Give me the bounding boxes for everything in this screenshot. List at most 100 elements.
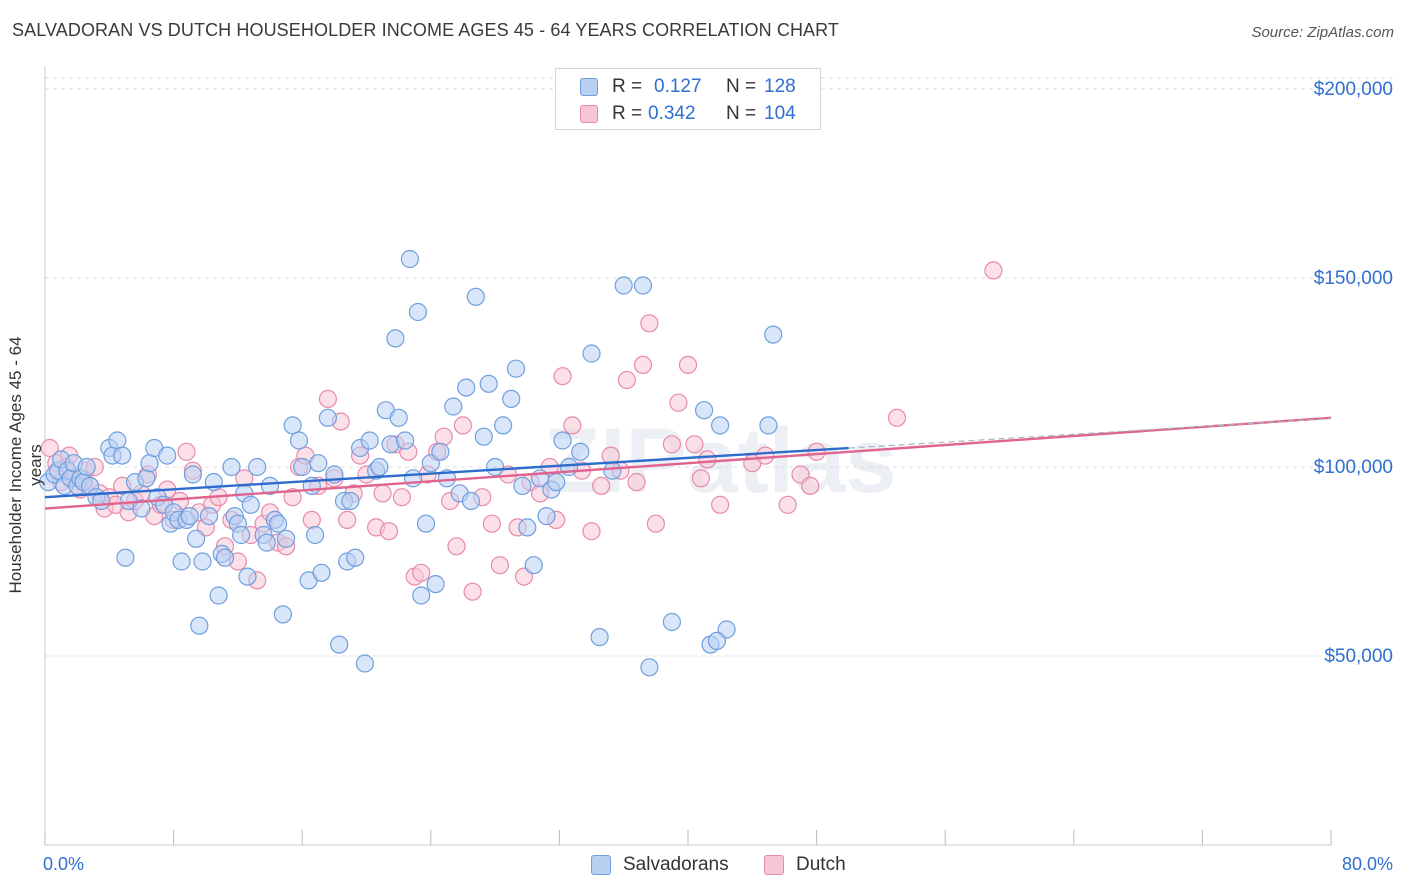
y-tick-label: $100,000 bbox=[1314, 457, 1393, 478]
salvadoran-point bbox=[426, 574, 445, 594]
dutch-point bbox=[392, 488, 411, 507]
salvadoran-point bbox=[187, 529, 206, 548]
legend-r-label: R = bbox=[612, 103, 643, 124]
dutch-point bbox=[283, 488, 302, 507]
legend-r-value: 0.127 bbox=[654, 76, 702, 97]
trend-lines bbox=[44, 416, 1332, 510]
salvadoran-point bbox=[408, 302, 427, 322]
dutch-point bbox=[698, 450, 717, 469]
x-tick-labels: 0.0% 80.0% bbox=[43, 854, 1393, 874]
salvadoran-point bbox=[389, 408, 408, 427]
dutch-point bbox=[627, 473, 646, 492]
salvadoran-point bbox=[502, 389, 521, 408]
y-axis-label: Householder Income Ages 45 - 64 years bbox=[6, 336, 45, 594]
salvadoran-point bbox=[180, 506, 199, 526]
salvadoran-point bbox=[215, 548, 235, 567]
salvadoran-point bbox=[293, 457, 312, 477]
dutch-point bbox=[582, 522, 601, 541]
salvadoran-point bbox=[241, 495, 260, 514]
salvadoran-point bbox=[396, 431, 415, 450]
legend-r-value: 0.342 bbox=[648, 103, 696, 124]
dutch-point bbox=[379, 522, 399, 541]
salvadoran-point bbox=[404, 469, 423, 488]
dutch-point bbox=[177, 442, 196, 461]
salvadorans-series bbox=[39, 249, 783, 677]
salvadoran-point bbox=[416, 514, 436, 533]
bottom-legend-salvadorans: Salvadorans bbox=[591, 852, 741, 878]
salvadoran-point bbox=[137, 469, 156, 488]
bottom-legend-dutch: Dutch bbox=[764, 852, 864, 878]
salvadoran-point bbox=[710, 416, 730, 435]
salvadoran-point bbox=[474, 427, 493, 446]
salvadoran-point bbox=[318, 408, 337, 427]
salvadoran-point bbox=[582, 344, 601, 363]
dutch-point bbox=[302, 510, 321, 530]
salvadoran-point bbox=[662, 612, 682, 632]
salvadoran-point bbox=[222, 457, 241, 477]
salvadoran-point bbox=[309, 454, 328, 473]
salvadoran-point bbox=[238, 567, 257, 586]
dutch-point bbox=[412, 563, 431, 582]
salvadoran-point bbox=[269, 514, 288, 533]
dutch-point bbox=[640, 314, 659, 333]
salvadoran-point bbox=[172, 552, 191, 571]
dutch-point bbox=[453, 416, 472, 435]
salvadoran-point bbox=[199, 506, 219, 526]
dutch-point bbox=[710, 495, 730, 514]
salvadoran-point bbox=[232, 525, 251, 545]
salvadoran-point bbox=[108, 431, 127, 450]
dutch-point bbox=[887, 408, 907, 427]
dutch-point bbox=[807, 442, 826, 461]
salvadoran-point bbox=[571, 442, 590, 461]
dutch-point bbox=[373, 484, 392, 503]
salvadoran-point bbox=[590, 627, 609, 647]
dutch-point bbox=[633, 355, 653, 374]
salvadoran-point bbox=[158, 446, 177, 465]
dutch-point bbox=[563, 416, 582, 435]
salvadoran-point bbox=[553, 431, 572, 450]
legend-r-label: R = bbox=[612, 76, 643, 97]
salvadoran-point bbox=[193, 552, 212, 571]
y-tick-label: $150,000 bbox=[1314, 268, 1393, 289]
chart-source: Source: ZipAtlas.com bbox=[1251, 24, 1394, 41]
salvadoran-point bbox=[116, 548, 135, 567]
dutch-point bbox=[669, 393, 688, 412]
dutch-point bbox=[801, 476, 820, 495]
salvadorans-trend-line bbox=[44, 446, 849, 499]
dutch-point bbox=[553, 367, 572, 386]
legend-n-value: 128 bbox=[764, 76, 796, 97]
salvadoran-point bbox=[132, 499, 151, 518]
salvadoran-point bbox=[457, 378, 476, 397]
bottom-legend-label: Salvadorans bbox=[623, 854, 729, 875]
salvadoran-point bbox=[273, 605, 292, 624]
salvadoran-point bbox=[330, 635, 349, 654]
salvadoran-point bbox=[479, 374, 498, 393]
salvadoran-point bbox=[190, 616, 209, 635]
salvadoran-point bbox=[77, 457, 96, 477]
y-tick-labels: $50,000 $100,000 $150,000 $200,000 bbox=[1314, 79, 1393, 667]
salvadoran-point bbox=[412, 586, 431, 605]
correlation-legend: R = 0.127 N = 128 R = 0.342 N = 104 bbox=[555, 68, 821, 130]
x-tick-label-min: 0.0% bbox=[43, 854, 84, 874]
salvadoran-point bbox=[400, 249, 419, 269]
dutch-point bbox=[482, 514, 501, 533]
salvadoran-point bbox=[260, 476, 280, 495]
y-tick-label: $200,000 bbox=[1314, 79, 1393, 100]
salvadoran-point bbox=[370, 457, 389, 477]
salvadorans-swatch bbox=[591, 855, 611, 875]
legend-n-value: 104 bbox=[764, 103, 796, 124]
salvadoran-point bbox=[694, 401, 714, 420]
salvadoran-point bbox=[518, 518, 537, 537]
dutch-point bbox=[678, 355, 698, 374]
salvadoran-point bbox=[209, 586, 228, 605]
x-tick-label-max: 80.0% bbox=[1342, 854, 1393, 874]
chart-title: SALVADORAN VS DUTCH HOUSEHOLDER INCOME A… bbox=[12, 20, 840, 40]
salvadoran-point bbox=[759, 416, 778, 435]
salvadoran-point bbox=[603, 461, 622, 480]
salvadoran-point bbox=[386, 329, 405, 348]
salvadoran-point bbox=[312, 563, 331, 582]
dutch-point bbox=[984, 261, 1003, 280]
salvadoran-point bbox=[537, 506, 556, 526]
dutch-point bbox=[778, 495, 797, 514]
salvadoran-point bbox=[506, 359, 526, 378]
